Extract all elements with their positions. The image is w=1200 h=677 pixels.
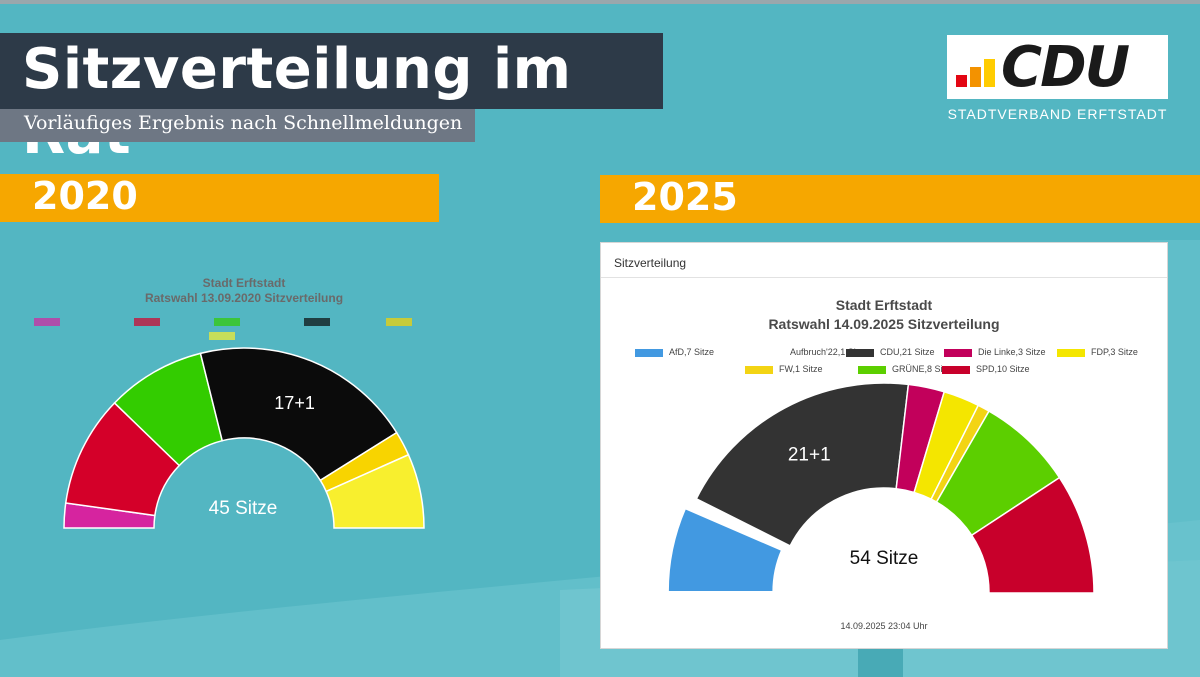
logo-bar-orange xyxy=(970,67,981,87)
title-box: Sitzverteilung im Rat xyxy=(0,33,663,167)
legend-swatch xyxy=(1057,348,1085,357)
logo-bar-red xyxy=(956,75,967,87)
chart-2025-panel: Sitzverteilung Stadt Erftstadt Ratswahl … xyxy=(600,242,1168,649)
legend-label: SPD,10 Sitze xyxy=(976,364,1030,374)
logo-bars-icon xyxy=(956,59,995,87)
chart-2020-slice-3 xyxy=(199,347,398,482)
chart-2025-slice-7 xyxy=(970,476,1095,594)
legend-label: Die Linke,3 Sitze xyxy=(978,347,1046,357)
chart-2020-subtitle: Ratswahl 13.09.2020 Sitzverteilung xyxy=(144,291,344,305)
year-label-2020: 2020 xyxy=(32,174,138,218)
legend-label: FDP,3 Sitze xyxy=(1091,347,1138,357)
legend-swatch xyxy=(944,348,972,357)
chart-2025-slice-0 xyxy=(667,507,783,593)
chart-2025-title: Stadt Erftstadt xyxy=(835,297,933,313)
chart-2020-slice-5 xyxy=(325,453,425,529)
chart-2025-total: 54 Sitze xyxy=(849,548,919,569)
chart-2025-legend-item[interactable]: SPD,10 Sitze xyxy=(942,364,1030,374)
legend-swatch xyxy=(846,348,874,357)
year-bar-2025: 2025 xyxy=(600,175,1200,223)
chart-2020-legend-1 xyxy=(34,317,63,326)
chart-2020-legend-6 xyxy=(209,331,238,340)
chart-2020-total: 45 Sitze xyxy=(208,498,278,519)
legend-label: FW,1 Sitze xyxy=(779,364,823,374)
panel-header: Sitzverteilung xyxy=(601,243,1167,278)
top-border xyxy=(0,0,1200,4)
logo-bar-yellow xyxy=(984,59,995,87)
chart-2025-legend-item[interactable]: FDP,3 Sitze xyxy=(1057,347,1138,357)
chart-2020-legend-2 xyxy=(134,317,163,326)
chart-2025-subtitle: Ratswahl 14.09.2025 Sitzverteilung xyxy=(768,316,1000,332)
logo-subtitle: STADTVERBAND ERFTSTADT xyxy=(947,106,1168,122)
year-bar-2020: 2020 xyxy=(0,174,439,222)
page-subtitle: Vorläufiges Ergebnis nach Schnellmeldung… xyxy=(24,112,463,134)
cdu-logo: CDU xyxy=(947,35,1168,100)
chart-2025-slice-2 xyxy=(695,382,910,547)
chart-2020-legend-3 xyxy=(214,317,243,326)
legend-swatch xyxy=(635,348,663,357)
legend-label: GRÜNE,8 Sitze xyxy=(892,364,955,374)
chart-2025-slice-label-2: 21+1 xyxy=(788,444,831,465)
legend-swatch xyxy=(756,348,784,357)
legend-swatch xyxy=(858,365,886,374)
page-title: Sitzverteilung im Rat xyxy=(22,37,572,167)
legend-swatch xyxy=(942,365,970,374)
chart-2020-svg: 17+1 xyxy=(63,347,425,529)
chart-2020-legend-5 xyxy=(386,317,415,326)
panel-title: Sitzverteilung xyxy=(614,256,687,270)
chart-2020-legend-4 xyxy=(304,317,333,326)
chart-2025-legend-item[interactable]: GRÜNE,8 Sitze xyxy=(858,364,955,374)
subtitle-box: Vorläufiges Ergebnis nach Schnellmeldung… xyxy=(0,109,475,142)
chart-2025-legend-item[interactable]: CDU,21 Sitze xyxy=(846,347,935,357)
chart-2025-timestamp: 14.09.2025 23:04 Uhr xyxy=(840,621,928,631)
legend-label: AfD,7 Sitze xyxy=(669,347,715,357)
legend-label: CDU,21 Sitze xyxy=(880,347,935,357)
chart-2025-legend-item[interactable]: Die Linke,3 Sitze xyxy=(944,347,1046,357)
year-label-2025: 2025 xyxy=(632,175,738,219)
legend-swatch xyxy=(745,365,773,374)
logo-text: CDU xyxy=(1001,35,1130,100)
chart-2025-legend-item[interactable]: FW,1 Sitze xyxy=(745,364,823,374)
chart-2025-svg: 21+1 xyxy=(667,382,1095,594)
legend-label: Aufbruch'22,1 Sitze xyxy=(790,347,868,357)
chart-2020-slice-label-3: 17+1 xyxy=(274,393,315,413)
chart-2020-title: Stadt Erftstadt xyxy=(202,276,286,290)
chart-2025-legend-item[interactable]: Aufbruch'22,1 Sitze xyxy=(756,347,868,357)
chart-2025-legend-item[interactable]: AfD,7 Sitze xyxy=(635,347,714,357)
